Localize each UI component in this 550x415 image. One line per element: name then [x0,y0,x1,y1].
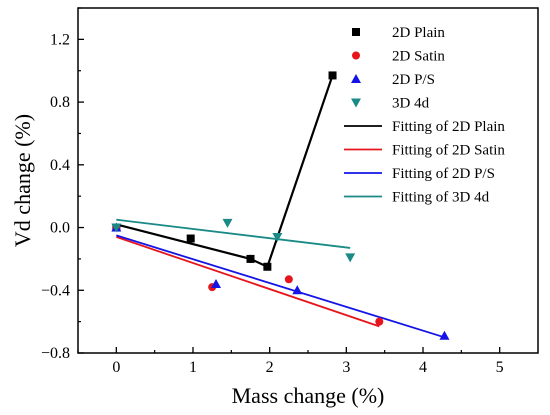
legend-label: Fitting of 3D 4d [392,190,490,206]
y-tick-label: 0.4 [50,157,70,174]
y-tick-label: −0.4 [41,282,70,299]
x-tick-label: 1 [189,359,197,376]
legend-marker [352,28,360,36]
fit-line [116,218,351,249]
legend-label: 2D Satin [392,49,445,65]
y-axis-ticks: −0.8 −0.4 0.0 0.4 0.8 1.2 [41,7,84,362]
fit-line [116,75,334,269]
data-point [284,275,293,284]
data-point [186,234,195,243]
y-tick-label: 0.0 [50,220,70,237]
fit-line [116,236,380,328]
legend-label: Fitting of 2D Satin [392,143,505,159]
x-tick-label: 5 [496,359,504,376]
legend-marker [352,51,360,60]
legend-label: Fitting of 2D Plain [392,119,505,135]
legend-label: 3D 4d [392,96,430,112]
data-point [263,262,272,271]
legend-label: 2D Plain [392,25,445,41]
data-point [375,317,384,326]
x-tick-label: 4 [419,359,427,376]
data-point [328,71,337,80]
x-tick-label: 0 [112,359,120,376]
y-tick-label: 0.8 [50,94,70,111]
y-tick-label: 1.2 [50,31,70,48]
data-point [211,279,221,288]
legend-marker [351,98,361,108]
data-point [272,232,283,242]
legend: 2D Plain 2D Satin 2D P/S 3D 4d Fitting of 2D… [344,25,505,206]
legend-label: Fitting of 2D P/S [392,166,495,182]
x-axis-ticks: 0 1 2 3 4 5 [77,347,504,376]
fit-line [116,234,445,339]
x-axis-label: Mass change (%) [232,383,385,408]
data-point [292,285,303,295]
y-axis-label: Vd change (%) [10,114,35,247]
legend-label: 2D P/S [392,72,435,88]
data-point [222,218,233,228]
x-tick-label: 2 [266,359,274,376]
data-point [345,253,356,263]
y-tick-label: −0.8 [41,345,70,362]
data-point [439,330,450,340]
legend-marker [351,74,361,83]
data-point [111,223,122,233]
x-tick-label: 3 [342,359,350,376]
data-point [246,254,255,263]
